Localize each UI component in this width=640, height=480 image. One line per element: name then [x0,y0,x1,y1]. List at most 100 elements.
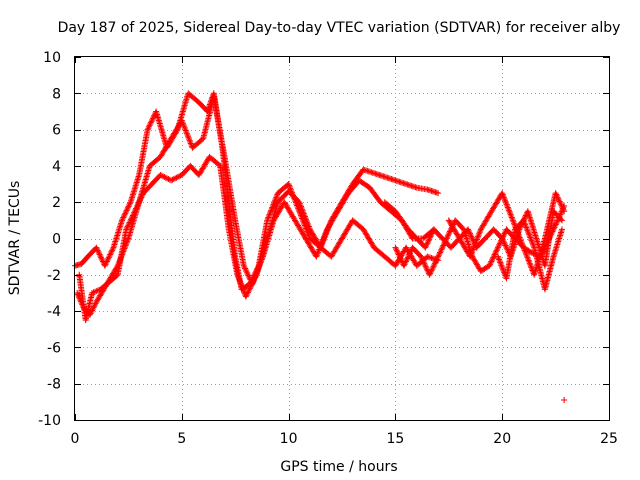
track-b-point [91,303,98,310]
y-tick-label: -4 [47,304,61,320]
track-b-point [91,301,98,308]
track-c-point [137,195,144,202]
track-e-point [404,254,411,261]
track-c-point [244,290,251,297]
x-axis-label: GPS time / hours [280,459,397,475]
track-g-point [497,259,504,266]
track-e-point [431,262,438,269]
track-c-point [165,176,172,183]
track-c-point [239,284,246,291]
track-c-point [304,220,311,227]
track-c-point [305,223,312,230]
track-a-point [435,190,442,197]
x-tick-label: 5 [177,431,186,447]
track-c-point [236,276,243,283]
track-f-point [525,256,532,263]
track-f-point [475,232,482,239]
track-c-point [138,194,145,201]
track-a-point [93,244,100,251]
track-d-point [503,245,510,252]
track-f-point [472,239,479,246]
track-g-point [529,240,536,247]
track-c-point [296,200,303,207]
track-b-point [320,235,327,242]
track-e-point [490,252,497,259]
track-g-point [527,234,534,241]
track-a-point [272,195,279,202]
track-f-point [525,257,532,264]
track-e-point [443,236,450,243]
track-e-point [395,250,402,257]
y-axis-label: SDTVAR / TECUs [7,181,23,296]
track-f-point [555,195,562,202]
track-e-point [500,233,507,240]
track-e-point [549,228,556,235]
track-e-point [401,261,408,268]
track-c-point [306,224,313,231]
track-a-point [107,251,114,258]
track-f-point [553,192,560,199]
track-e-point [441,241,448,248]
track-e-point [548,229,555,236]
track-f-point [474,235,481,242]
track-c-point [124,223,131,230]
track-b-point [322,230,329,237]
track-f-point [507,211,514,218]
track-f-point [502,197,509,204]
track-b-point [187,139,194,146]
track-f-point [510,218,517,225]
track-f-point [519,243,526,250]
track-c-point [250,278,257,285]
track-c-point [301,213,308,220]
track-e-point [423,266,430,273]
track-a-point [265,214,272,221]
track-g-point [521,220,528,227]
track-a-point [269,204,276,211]
track-e-point [406,251,413,258]
track-e-point [554,218,561,225]
track-e-point [421,260,428,267]
track-e-point [554,217,561,224]
track-a-point [273,192,280,199]
track-e-point [496,241,503,248]
track-e-point [400,262,407,269]
track-b-point [314,250,321,257]
track-a-point [124,204,131,211]
track-c-point [237,279,244,286]
track-c-point [128,215,135,222]
track-e-point [489,255,496,262]
track-b-point [180,121,187,128]
track-b-point [179,120,186,127]
track-g-point [498,263,505,270]
track-e-point [553,220,560,227]
track-c-point [304,219,311,226]
track-c-point [94,287,101,294]
track-e-point [421,262,428,269]
track-a-point [108,248,115,255]
track-c-point [126,219,133,226]
y-tick-label: 0 [52,232,61,248]
track-c-point [130,211,137,218]
track-g-point [522,221,529,228]
track-e-point [418,253,425,260]
track-f-point [524,254,531,261]
track-a-point [118,217,125,224]
track-b-point [181,123,188,130]
track-c-point [172,175,179,182]
track-f-point [508,213,515,220]
track-f-point [526,260,533,267]
track-f-point [500,192,507,199]
track-a-point [268,205,275,212]
track-a-point [122,210,129,217]
track-e-point [433,256,440,263]
track-e-point [552,222,559,229]
track-b-point [244,271,251,278]
track-e-point [402,258,409,265]
track-g-point [499,265,506,272]
track-c-point [238,281,245,288]
track-c-point [246,286,253,293]
track-g-point [526,233,533,240]
track-b-point [240,262,247,269]
track-e-point [488,258,495,265]
track-e-point [405,252,412,259]
